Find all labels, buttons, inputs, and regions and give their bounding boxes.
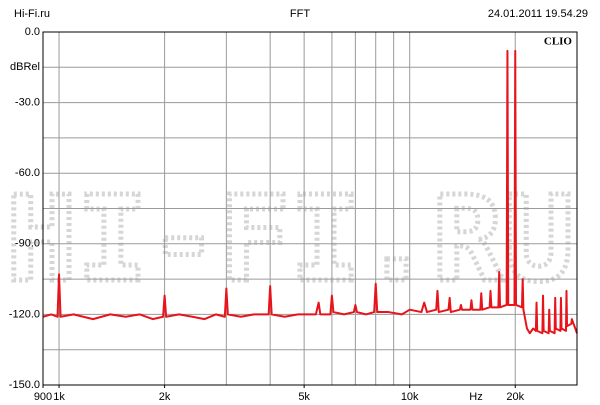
x-tick-label: 1k <box>53 391 65 403</box>
plot-group <box>42 49 578 335</box>
y-tick-label: -150.0 <box>9 379 40 391</box>
spectrum-line <box>42 49 578 335</box>
y-tick-label: -30.0 <box>15 97 40 109</box>
x-axis-label: Hz <box>469 391 482 403</box>
brand: CLIO <box>544 36 573 48</box>
x-tick-label: 10k <box>401 391 419 403</box>
plot-frame <box>42 31 578 386</box>
y-tick-label: -120.0 <box>9 308 40 320</box>
x-tick-label: 2k <box>159 391 171 403</box>
y-axis-label: dBRel <box>10 61 40 73</box>
x-tick-label: 20k <box>506 391 524 403</box>
watermark-group: HI-FI.RU <box>3 168 576 311</box>
header-right: 24.01.2011 19.54.29 <box>488 8 588 20</box>
x-tick-label: 900 <box>34 391 52 403</box>
y-tick-label: 0.0 <box>25 26 40 38</box>
watermark: HI-FI.RU <box>6 170 574 308</box>
header-center: FFT <box>290 8 310 20</box>
x-tick-label: 5k <box>298 391 310 403</box>
y-tick-label: -90.0 <box>15 238 40 250</box>
y-tick-label: -60.0 <box>15 167 40 179</box>
header-left: Hi-Fi.ru <box>14 8 50 20</box>
